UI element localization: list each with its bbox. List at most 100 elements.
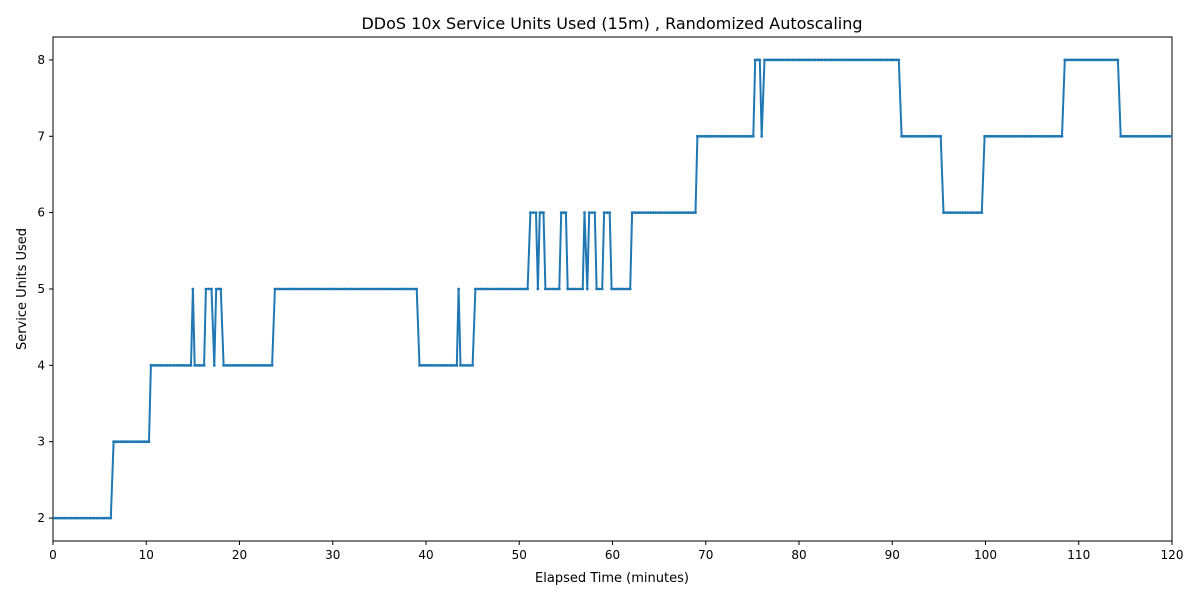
x-axis-title: Elapsed Time (minutes) <box>535 571 689 586</box>
data-point <box>557 287 561 291</box>
data-point <box>990 134 993 138</box>
data-point <box>500 287 503 291</box>
data-point <box>193 364 197 367</box>
data-point <box>202 364 206 367</box>
data-point <box>975 211 979 215</box>
data-point <box>509 287 513 291</box>
data-point <box>359 287 363 291</box>
data-point <box>590 211 594 215</box>
data-point <box>450 364 454 367</box>
data-point <box>640 211 643 215</box>
data-point <box>135 440 139 444</box>
data-point <box>670 211 674 215</box>
y-tick-label: 3 <box>37 435 45 449</box>
data-point <box>997 134 1000 138</box>
data-point <box>760 134 764 138</box>
data-point <box>562 211 565 215</box>
data-point <box>168 364 172 367</box>
data-point <box>630 211 634 215</box>
data-point <box>621 287 625 291</box>
data-point <box>273 287 277 291</box>
x-tick-label: 70 <box>698 548 713 562</box>
data-point <box>689 211 693 215</box>
data-point <box>992 134 996 138</box>
data-point <box>448 364 452 367</box>
data-point <box>637 211 641 215</box>
data-point <box>839 58 843 62</box>
data-point <box>1074 58 1078 62</box>
data-point <box>58 516 62 520</box>
data-point <box>954 211 957 215</box>
data-point <box>1025 134 1029 138</box>
data-point <box>67 516 71 520</box>
data-point <box>920 134 924 138</box>
data-point <box>77 516 80 520</box>
data-point <box>1039 134 1043 138</box>
data-point <box>934 134 938 138</box>
data-point <box>396 287 400 291</box>
data-point <box>317 287 321 291</box>
data-point <box>942 211 945 215</box>
data-point <box>677 211 681 215</box>
data-point <box>956 211 960 215</box>
data-point <box>254 364 258 367</box>
data-point <box>296 287 300 291</box>
data-point <box>1048 134 1052 138</box>
data-point <box>733 134 737 138</box>
data-point <box>270 364 274 367</box>
data-point <box>978 211 981 215</box>
data-point <box>691 211 695 215</box>
data-point <box>1034 134 1038 138</box>
data-point <box>883 58 887 62</box>
data-point <box>881 58 884 62</box>
data-point <box>497 287 501 291</box>
data-point <box>749 134 753 138</box>
data-point <box>455 364 459 367</box>
data-point <box>642 211 646 215</box>
data-point <box>802 58 806 62</box>
data-point <box>949 211 953 215</box>
data-point <box>156 364 160 367</box>
data-point <box>464 364 467 367</box>
data-point <box>871 58 875 62</box>
data-point <box>84 516 87 520</box>
data-point <box>245 364 249 367</box>
data-point <box>252 364 256 367</box>
plot-area <box>52 36 1173 542</box>
data-point <box>930 134 933 138</box>
data-point <box>468 364 472 367</box>
data-point <box>756 58 759 62</box>
data-point <box>878 58 882 62</box>
chart-title: DDoS 10x Service Units Used (15m) , Rand… <box>361 14 862 33</box>
data-point <box>1126 134 1130 138</box>
data-point <box>471 364 474 367</box>
data-point <box>457 287 460 291</box>
data-point <box>566 287 570 291</box>
data-point <box>439 364 442 367</box>
data-point <box>229 364 233 367</box>
data-point <box>772 58 776 62</box>
data-point <box>495 287 499 291</box>
data-point <box>1133 134 1137 138</box>
data-point <box>795 58 799 62</box>
data-point <box>790 58 794 62</box>
data-point <box>1100 58 1104 62</box>
data-point <box>1055 134 1059 138</box>
data-point <box>352 287 356 291</box>
y-tick-label: 6 <box>37 206 45 220</box>
data-point <box>1072 58 1076 62</box>
data-point <box>735 134 739 138</box>
data-point <box>1142 134 1146 138</box>
data-point <box>548 287 552 291</box>
data-point <box>781 58 785 62</box>
data-point <box>371 287 374 291</box>
data-point <box>1158 134 1162 138</box>
data-point <box>403 287 407 291</box>
data-point <box>145 440 149 444</box>
data-point <box>504 287 508 291</box>
data-point <box>338 287 342 291</box>
data-point <box>292 287 295 291</box>
data-point <box>285 287 288 291</box>
data-point <box>124 440 127 444</box>
data-point <box>436 364 440 367</box>
